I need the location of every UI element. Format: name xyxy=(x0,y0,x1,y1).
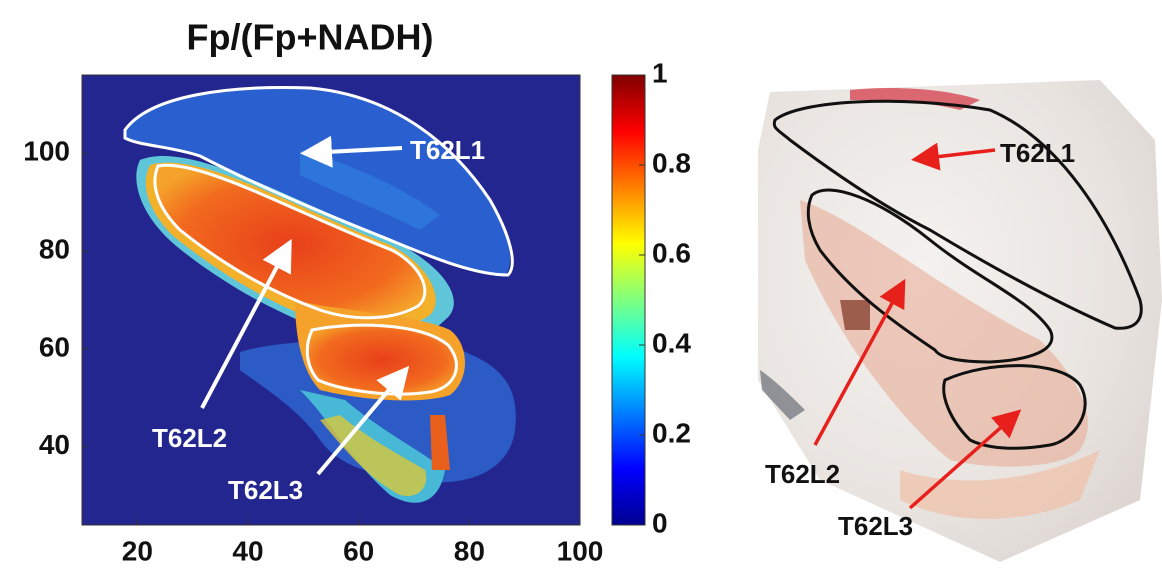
colorbar-tick-label: 0 xyxy=(652,507,668,538)
colorbar-tick-label: 0.2 xyxy=(652,417,691,448)
annotation: T62L1 xyxy=(410,135,485,165)
y-tick-label: 100 xyxy=(23,136,70,167)
y-tick-label: 40 xyxy=(39,429,70,460)
x-tick-label: 40 xyxy=(232,535,263,566)
annotation: T62L3 xyxy=(228,475,303,505)
colorbar-tick-label: 1 xyxy=(652,57,668,88)
colorbar-tick-label: 0.4 xyxy=(652,327,691,358)
x-tick-label: 80 xyxy=(454,535,485,566)
annotation: T62L2 xyxy=(152,423,227,453)
chart-title: Fp/(Fp+NADH) xyxy=(187,17,434,58)
photo-annotation: T62L2 xyxy=(765,459,840,489)
colorbar-tick-label: 0.6 xyxy=(652,237,691,268)
heatmap-image xyxy=(82,75,580,525)
colorbar xyxy=(611,74,646,526)
x-tick-label: 60 xyxy=(343,535,374,566)
y-tick-label: 80 xyxy=(39,233,70,264)
colorbar-tick-label: 0.8 xyxy=(652,147,691,178)
photo xyxy=(758,80,1162,562)
photo-annotation: T62L1 xyxy=(1000,138,1075,168)
plot-frame xyxy=(81,74,581,526)
x-tick-label: 100 xyxy=(557,535,604,566)
photo-annotation: T62L3 xyxy=(838,511,913,541)
y-tick-label: 60 xyxy=(39,331,70,362)
x-tick-label: 20 xyxy=(122,535,153,566)
